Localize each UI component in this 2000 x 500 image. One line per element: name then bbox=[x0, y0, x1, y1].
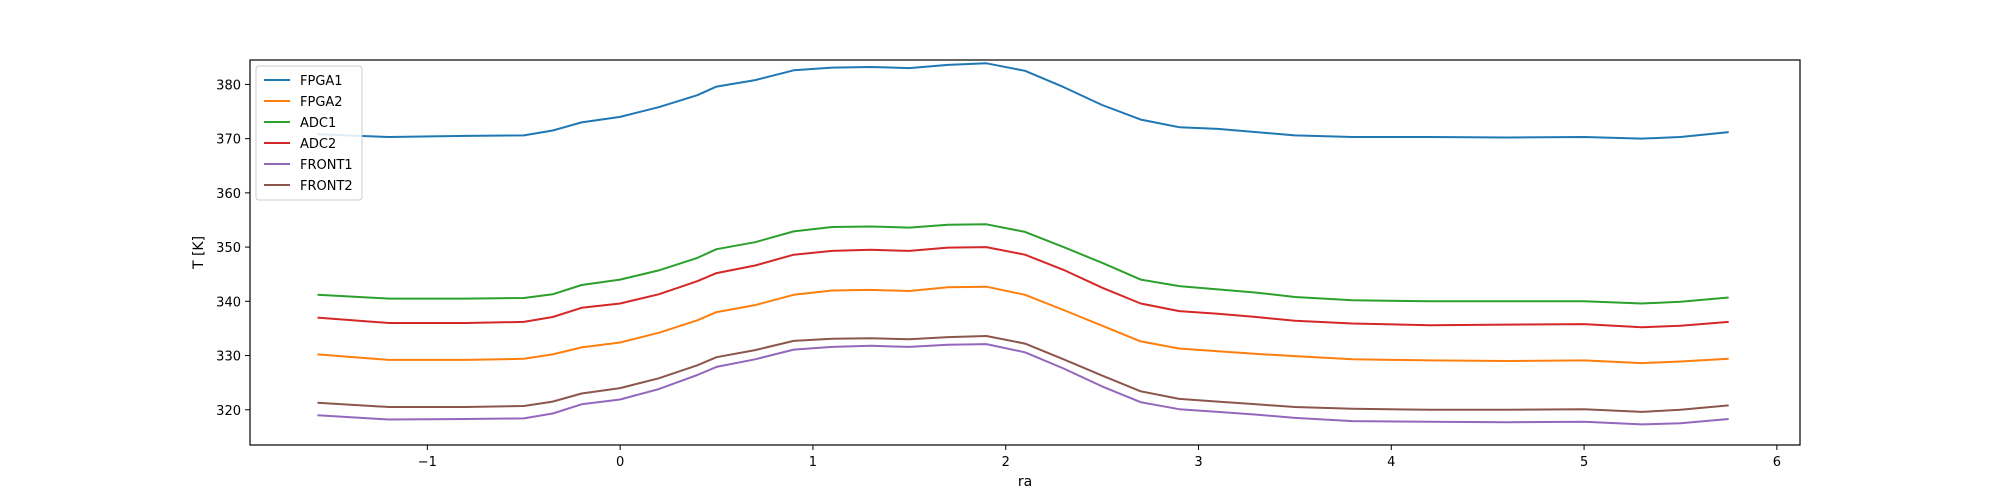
legend: FPGA1 FPGA2 ADC1 ADC2 FRONT1 FRONT2 bbox=[255, 65, 363, 201]
x-tick-label: 4 bbox=[1387, 455, 1395, 470]
y-tick-label: 330 bbox=[216, 350, 241, 365]
legend-label-fpga2: FPGA2 bbox=[300, 95, 343, 110]
x-tick-label: 2 bbox=[1002, 455, 1010, 470]
x-tick-label: 0 bbox=[616, 455, 624, 470]
x-tick-label: 5 bbox=[1580, 455, 1588, 470]
series-layer bbox=[317, 62, 1729, 426]
x-axis-ticks: −1 0 1 2 3 4 5 6 bbox=[418, 445, 1781, 470]
y-axis-ticks: 320 330 340 350 360 370 380 bbox=[216, 78, 250, 419]
legend-label-fpga1: FPGA1 bbox=[300, 74, 343, 89]
y-tick-label: 320 bbox=[216, 404, 241, 419]
x-tick-label: −1 bbox=[418, 455, 437, 470]
y-tick-label: 350 bbox=[216, 241, 241, 256]
y-tick-label: 360 bbox=[216, 187, 241, 202]
y-tick-label: 370 bbox=[216, 133, 241, 148]
series-line-adc2 bbox=[317, 246, 1729, 329]
y-tick-label: 380 bbox=[216, 78, 241, 93]
x-tick-label: 3 bbox=[1194, 455, 1202, 470]
x-tick-label: 1 bbox=[809, 455, 817, 470]
y-tick-label: 340 bbox=[216, 295, 241, 310]
legend-label-front1: FRONT1 bbox=[300, 158, 353, 173]
series-line-adc1 bbox=[317, 223, 1729, 305]
x-axis-label: ra bbox=[1018, 474, 1032, 490]
series-line-front2 bbox=[317, 335, 1729, 413]
x-tick-label: 6 bbox=[1773, 455, 1781, 470]
y-axis-label: T [K] bbox=[191, 236, 207, 270]
plot-frame bbox=[249, 59, 1801, 446]
legend-label-adc1: ADC1 bbox=[300, 116, 336, 131]
legend-box bbox=[255, 65, 363, 201]
series-line-fpga2 bbox=[317, 285, 1729, 365]
series-line-fpga1 bbox=[317, 62, 1729, 140]
legend-label-front2: FRONT2 bbox=[300, 179, 353, 194]
series-line-front1 bbox=[317, 343, 1729, 426]
legend-label-adc2: ADC2 bbox=[300, 137, 336, 152]
